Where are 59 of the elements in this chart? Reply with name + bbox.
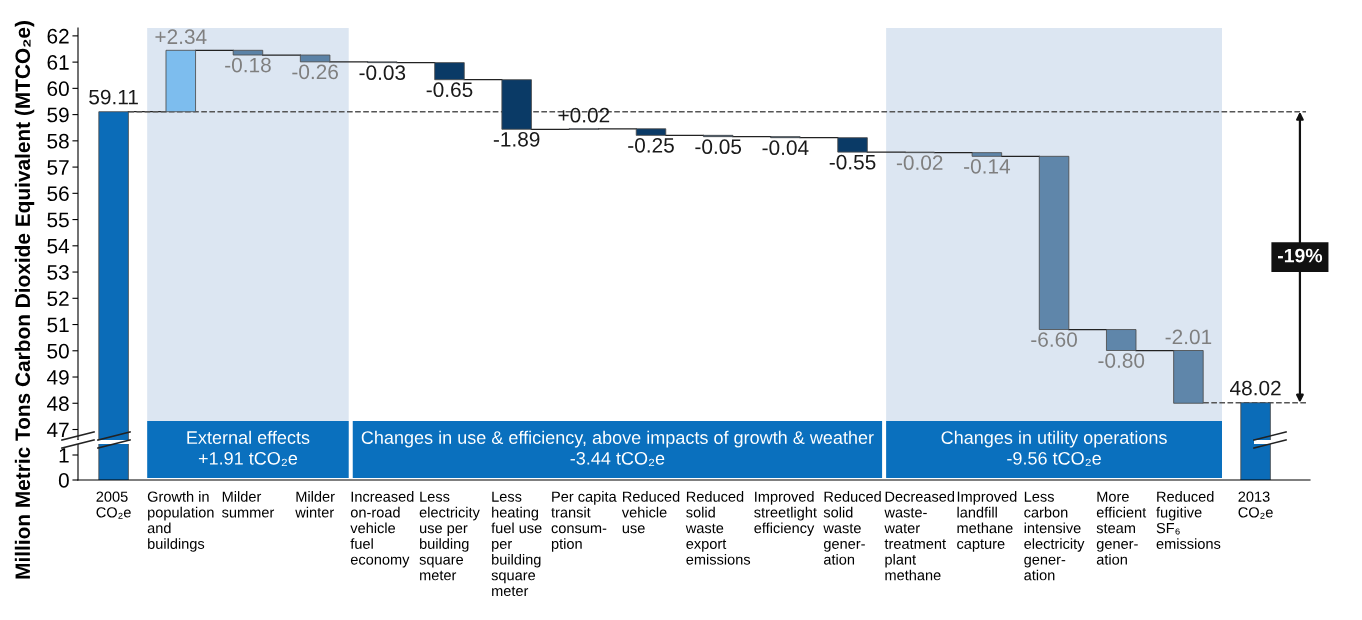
data-label: -0.03 bbox=[359, 65, 406, 81]
y-tick-label: 61 bbox=[47, 55, 69, 70]
y-tick-label: 50 bbox=[47, 343, 69, 359]
x-tick-label: Less electricity use per building square meter bbox=[419, 491, 480, 581]
y-tick-label: 54 bbox=[47, 239, 70, 254]
x-tick-label: Increased on-road vehicle fuel economy bbox=[350, 491, 414, 568]
annotation: External effects +1.91 tCO₂e bbox=[187, 430, 310, 467]
data-label: -0.55 bbox=[829, 154, 876, 170]
y-tick-label: 49 bbox=[46, 370, 69, 385]
annotation: Changes in use & efficiency, above impacts of growth & weather -3.44 tCO₂e bbox=[361, 430, 874, 467]
x-tick-label: Reduced fugitive SF₆ emissions bbox=[1156, 491, 1221, 549]
y-tick-label: 60 bbox=[47, 81, 69, 97]
data-label: -0.18 bbox=[225, 57, 271, 73]
data-label: -2.01 bbox=[1165, 329, 1212, 345]
annotation: -19% bbox=[1277, 248, 1323, 263]
data-label: 59.11 bbox=[89, 89, 138, 105]
x-tick-label: 2005 CO₂e bbox=[96, 491, 131, 519]
y-tick-label: 58 bbox=[47, 133, 69, 149]
data-label: +0.02 bbox=[558, 107, 610, 123]
y-tick-label: 52 bbox=[47, 291, 69, 307]
x-tick-label: Milder summer bbox=[222, 491, 275, 518]
x-tick-label: Improved streetlight efficiency bbox=[754, 491, 817, 537]
x-tick-label: Reduced solid waste gener- ation bbox=[823, 491, 881, 565]
x-tick-label: Growth in population and buildings bbox=[147, 491, 214, 552]
data-label: -0.05 bbox=[695, 139, 742, 155]
data-label: -6.60 bbox=[1031, 332, 1077, 347]
x-tick-label: More efficient steam gener- ation bbox=[1096, 491, 1147, 565]
x-tick-label: Milder winter bbox=[295, 491, 335, 518]
data-label: -0.65 bbox=[426, 82, 473, 98]
data-label: -1.89 bbox=[493, 131, 540, 147]
x-tick-label: Reduced solid waste export emissions bbox=[685, 491, 751, 565]
data-label: +2.34 bbox=[155, 29, 207, 45]
annotation: Changes in utility operations -9.56 tCO₂e bbox=[941, 430, 1167, 467]
x-tick-label: Improved landfill methane capture bbox=[957, 491, 1017, 552]
y-tick-label: 47 bbox=[46, 422, 69, 438]
x-tick-label: Less heating fuel use per building square meter bbox=[491, 491, 542, 597]
x-tick-label: Less carbon intensive electricity gener- ation bbox=[1024, 491, 1085, 581]
y-tick-label: 48 bbox=[46, 396, 69, 412]
data-label: 48.02 bbox=[1230, 380, 1281, 396]
y-axis-title: Million Metric Tons Carbon Dioxide Equivalent (MTCO₂e) bbox=[14, 21, 35, 579]
data-label: -0.04 bbox=[762, 140, 809, 156]
data-label: -0.80 bbox=[1098, 353, 1145, 368]
y-tick-label: 62 bbox=[47, 28, 69, 44]
x-tick-label: Decreased waste- water treatment plant methane bbox=[884, 491, 955, 581]
x-tick-label: Per capita transit consum- ption bbox=[551, 491, 617, 552]
x-tick-label: Reduced vehicle use bbox=[621, 491, 680, 534]
y-tick-label: 57 bbox=[47, 160, 69, 175]
y-tick-label: 0 bbox=[58, 473, 69, 488]
y-tick-label: 56 bbox=[47, 186, 69, 202]
y-tick-label: 59 bbox=[47, 107, 69, 123]
y-tick-label: 1 bbox=[59, 448, 69, 463]
data-label: -0.14 bbox=[964, 158, 1011, 174]
y-tick-label: 53 bbox=[47, 265, 69, 280]
x-tick-label: 2013 CO₂e bbox=[1238, 491, 1273, 519]
y-tick-label: 55 bbox=[47, 212, 69, 228]
data-label: -0.25 bbox=[628, 137, 674, 153]
y-tick-label: 51 bbox=[47, 317, 69, 333]
data-label: -0.26 bbox=[292, 64, 338, 80]
data-label: -0.02 bbox=[896, 155, 943, 171]
